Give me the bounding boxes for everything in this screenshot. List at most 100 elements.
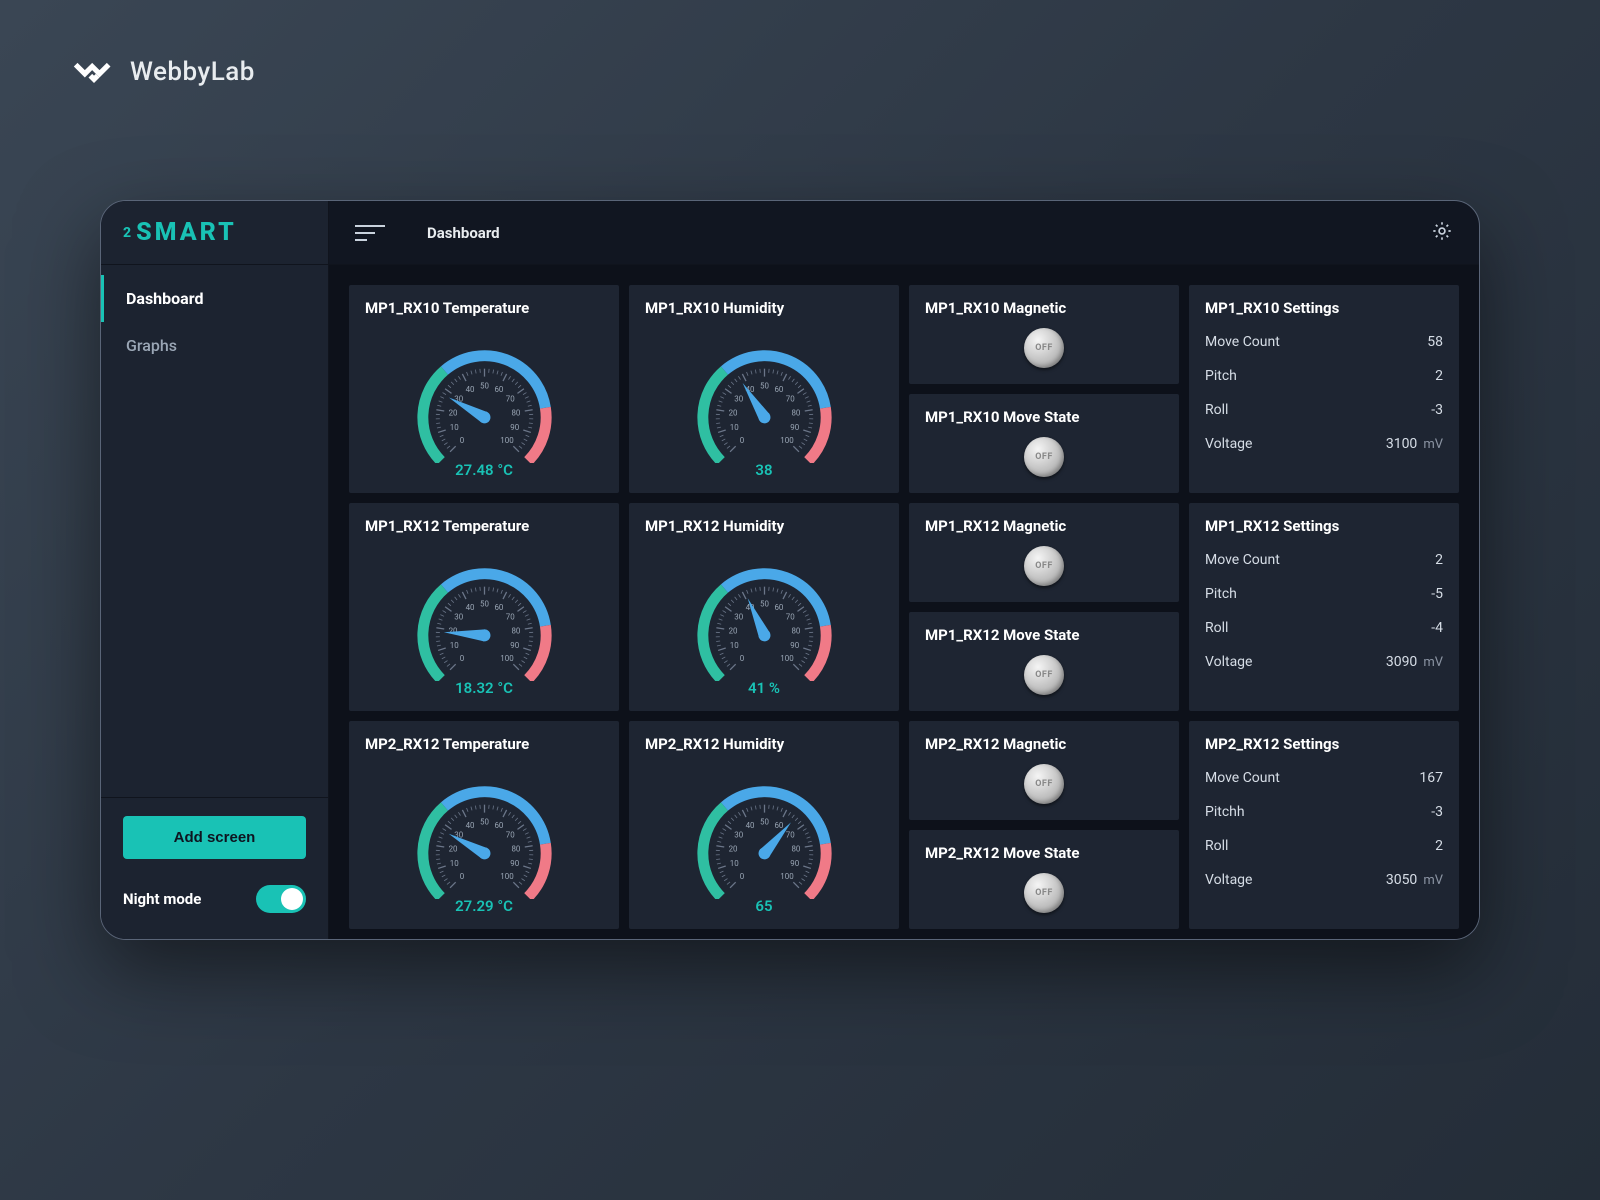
- settings-row: Roll -3: [1205, 393, 1443, 427]
- svg-text:90: 90: [790, 641, 799, 650]
- card-title: MP1_RX10 Humidity: [645, 299, 883, 317]
- card-title: MP2_RX12 Temperature: [365, 735, 603, 753]
- gauge-value: 41 %: [645, 679, 883, 697]
- svg-text:100: 100: [780, 435, 794, 444]
- settings-key: Voltage: [1205, 654, 1252, 670]
- svg-text:100: 100: [500, 435, 514, 444]
- svg-text:100: 100: [780, 871, 794, 880]
- add-screen-button[interactable]: Add screen: [123, 816, 306, 859]
- move-state-card: MP1_RX10 Move State OFF: [909, 394, 1179, 493]
- svg-text:60: 60: [774, 603, 783, 612]
- settings-card: MP1_RX12 Settings Move Count 2 Pitch -5 …: [1189, 503, 1459, 711]
- settings-card: MP1_RX10 Settings Move Count 58 Pitch 2 …: [1189, 285, 1459, 493]
- svg-text:0: 0: [739, 435, 744, 444]
- state-toggle-button[interactable]: OFF: [1024, 328, 1064, 368]
- svg-text:0: 0: [459, 435, 464, 444]
- svg-text:70: 70: [785, 830, 794, 839]
- temperature-gauge-card: MP1_RX10 Temperature 0102030405060708090…: [349, 285, 619, 493]
- card-title: MP2_RX12 Magnetic: [925, 735, 1163, 753]
- svg-text:90: 90: [510, 859, 519, 868]
- svg-text:70: 70: [785, 394, 794, 403]
- svg-text:10: 10: [449, 859, 458, 868]
- settings-value: 3100: [1386, 436, 1417, 452]
- svg-text:20: 20: [728, 844, 737, 853]
- svg-text:60: 60: [494, 821, 503, 830]
- settings-row: Roll 2: [1205, 829, 1443, 863]
- settings-key: Roll: [1205, 402, 1228, 418]
- svg-text:20: 20: [728, 626, 737, 635]
- svg-text:70: 70: [505, 830, 514, 839]
- svg-text:50: 50: [760, 817, 769, 826]
- card-title: MP1_RX12 Humidity: [645, 517, 883, 535]
- card-title: MP1_RX10 Settings: [1205, 299, 1443, 317]
- settings-key: Roll: [1205, 838, 1228, 854]
- gear-icon[interactable]: [1431, 220, 1453, 246]
- state-toggle-button[interactable]: OFF: [1024, 437, 1064, 477]
- card-title: MP1_RX12 Temperature: [365, 517, 603, 535]
- settings-key: Pitch: [1205, 368, 1237, 384]
- settings-unit: mV: [1423, 873, 1443, 888]
- svg-text:20: 20: [448, 408, 457, 417]
- svg-text:10: 10: [449, 641, 458, 650]
- settings-value: 2: [1435, 552, 1443, 568]
- settings-value: 3050: [1386, 872, 1417, 888]
- svg-text:10: 10: [449, 423, 458, 432]
- nav: DashboardGraphs: [101, 265, 328, 797]
- settings-key: Move Count: [1205, 552, 1280, 568]
- settings-key: Move Count: [1205, 770, 1280, 786]
- settings-row: Voltage 3090mV: [1205, 645, 1443, 679]
- svg-text:40: 40: [465, 385, 474, 394]
- settings-value: 58: [1427, 334, 1443, 350]
- svg-text:80: 80: [791, 844, 800, 853]
- state-toggle-button[interactable]: OFF: [1024, 873, 1064, 913]
- svg-text:90: 90: [790, 859, 799, 868]
- settings-value: -4: [1431, 620, 1443, 636]
- temperature-gauge-card: MP2_RX12 Temperature 0102030405060708090…: [349, 721, 619, 929]
- gauge-value: 27.48 °C: [365, 461, 603, 479]
- state-toggle-button[interactable]: OFF: [1024, 764, 1064, 804]
- menu-icon[interactable]: [355, 225, 385, 241]
- svg-text:60: 60: [494, 385, 503, 394]
- sidebar-item-dashboard[interactable]: Dashboard: [101, 275, 328, 322]
- card-title: MP1_RX10 Temperature: [365, 299, 603, 317]
- gauge-value: 38: [645, 461, 883, 479]
- svg-text:10: 10: [729, 423, 738, 432]
- humidity-gauge-card: MP2_RX12 Humidity 0102030405060708090100…: [629, 721, 899, 929]
- settings-value: 167: [1419, 770, 1443, 786]
- svg-text:60: 60: [774, 385, 783, 394]
- magnetic-state-card: MP1_RX10 Magnetic OFF: [909, 285, 1179, 384]
- svg-text:70: 70: [785, 612, 794, 621]
- sidebar-item-graphs[interactable]: Graphs: [101, 322, 328, 369]
- main: Dashboard MP1_RX10 Temperature 010203040…: [329, 201, 1479, 939]
- card-title: MP1_RX12 Magnetic: [925, 517, 1163, 535]
- svg-text:60: 60: [494, 603, 503, 612]
- settings-key: Pitch: [1205, 586, 1237, 602]
- svg-text:0: 0: [459, 653, 464, 662]
- svg-text:10: 10: [729, 641, 738, 650]
- svg-text:0: 0: [459, 871, 464, 880]
- card-title: MP1_RX12 Move State: [925, 626, 1163, 644]
- svg-text:90: 90: [510, 423, 519, 432]
- settings-value: 2: [1435, 368, 1443, 384]
- svg-text:50: 50: [480, 817, 489, 826]
- gauge: 0102030405060708090100: [365, 543, 603, 683]
- state-column: MP1_RX12 Magnetic OFF MP1_RX12 Move Stat…: [909, 503, 1179, 711]
- brand-text: WebbyLab: [130, 57, 255, 87]
- gauge: 0102030405060708090100: [365, 761, 603, 901]
- svg-text:80: 80: [791, 408, 800, 417]
- svg-text:50: 50: [480, 381, 489, 390]
- svg-text:60: 60: [774, 821, 783, 830]
- night-mode-label: Night mode: [123, 890, 201, 908]
- state-toggle-button[interactable]: OFF: [1024, 655, 1064, 695]
- night-mode-toggle[interactable]: [256, 885, 306, 913]
- settings-value: 3090: [1386, 654, 1417, 670]
- svg-text:50: 50: [760, 381, 769, 390]
- humidity-gauge-card: MP1_RX12 Humidity 0102030405060708090100…: [629, 503, 899, 711]
- card-title: MP1_RX10 Move State: [925, 408, 1163, 426]
- svg-text:0: 0: [739, 653, 744, 662]
- state-toggle-button[interactable]: OFF: [1024, 546, 1064, 586]
- svg-text:40: 40: [745, 821, 754, 830]
- settings-key: Voltage: [1205, 436, 1252, 452]
- magnetic-state-card: MP2_RX12 Magnetic OFF: [909, 721, 1179, 820]
- settings-key: Pitchh: [1205, 804, 1245, 820]
